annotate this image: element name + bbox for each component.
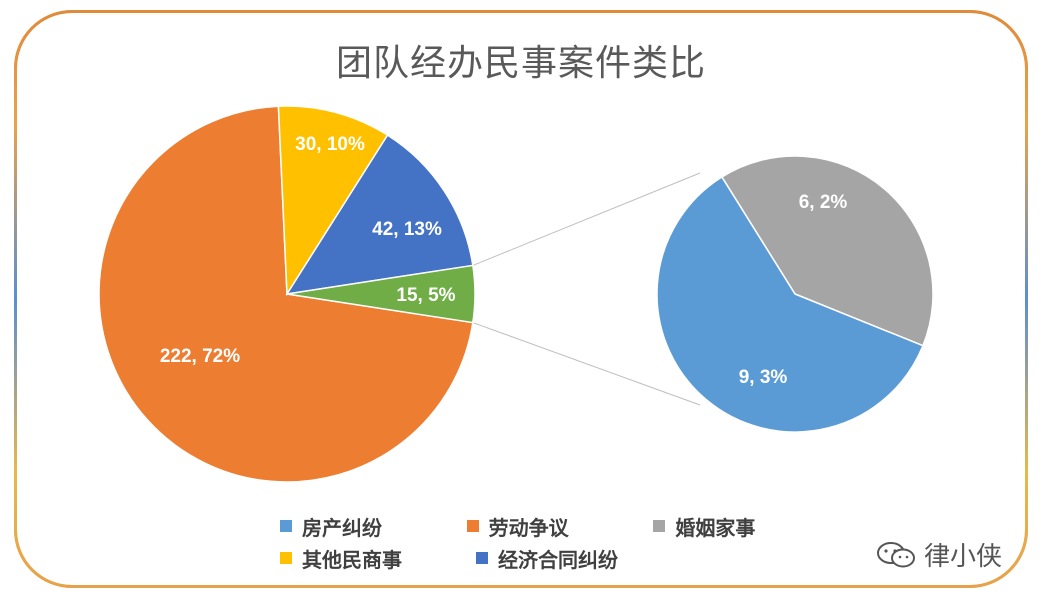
data-label: 9, 3% bbox=[739, 367, 788, 388]
legend-swatch bbox=[653, 520, 666, 532]
legend-swatch bbox=[280, 520, 292, 532]
legend-item-labor: 劳动争议 bbox=[466, 512, 654, 541]
pie-slice-other-civil bbox=[277, 105, 389, 297]
pie-slice-labor bbox=[98, 105, 474, 483]
connector-line-top bbox=[472, 172, 701, 266]
chart-legend: 房产纠纷 劳动争议 婚姻家事 其他民商事 经济合同纠纷 bbox=[280, 510, 840, 574]
pie-slice-marriage bbox=[720, 155, 934, 347]
data-label: 30, 10% bbox=[295, 134, 365, 155]
legend-swatch bbox=[280, 552, 292, 564]
legend-label: 经济合同纠纷 bbox=[498, 547, 618, 572]
legend-item-economic: 经济合同纠纷 bbox=[476, 544, 696, 573]
legend-label: 婚姻家事 bbox=[675, 515, 756, 540]
data-label: 42, 13% bbox=[372, 219, 442, 240]
connector-line-bottom bbox=[472, 322, 701, 406]
pie-slice-economic bbox=[285, 134, 474, 295]
data-label: 222, 72% bbox=[160, 346, 240, 367]
watermark: 律小侠 bbox=[876, 536, 1002, 573]
legend-swatch bbox=[476, 552, 488, 564]
pie-slice-grouped bbox=[286, 264, 476, 324]
watermark-text: 律小侠 bbox=[924, 542, 1003, 572]
chart-title: 团队经办民事案件类比 bbox=[335, 43, 706, 84]
data-label: 15, 5% bbox=[396, 285, 455, 306]
legend-label: 劳动争议 bbox=[488, 515, 569, 540]
legend-item-other-civil: 其他民商事 bbox=[280, 544, 476, 573]
legend-label: 其他民商事 bbox=[302, 547, 402, 572]
legend-swatch bbox=[466, 520, 479, 532]
legend-label: 房产纠纷 bbox=[302, 515, 382, 540]
legend-item-marriage: 婚姻家事 bbox=[653, 512, 840, 541]
data-label: 6, 2% bbox=[799, 192, 848, 213]
wechat-icon bbox=[877, 541, 915, 567]
legend-item-real-estate: 房产纠纷 bbox=[280, 512, 467, 541]
pie-slice-real-estate bbox=[656, 175, 924, 433]
